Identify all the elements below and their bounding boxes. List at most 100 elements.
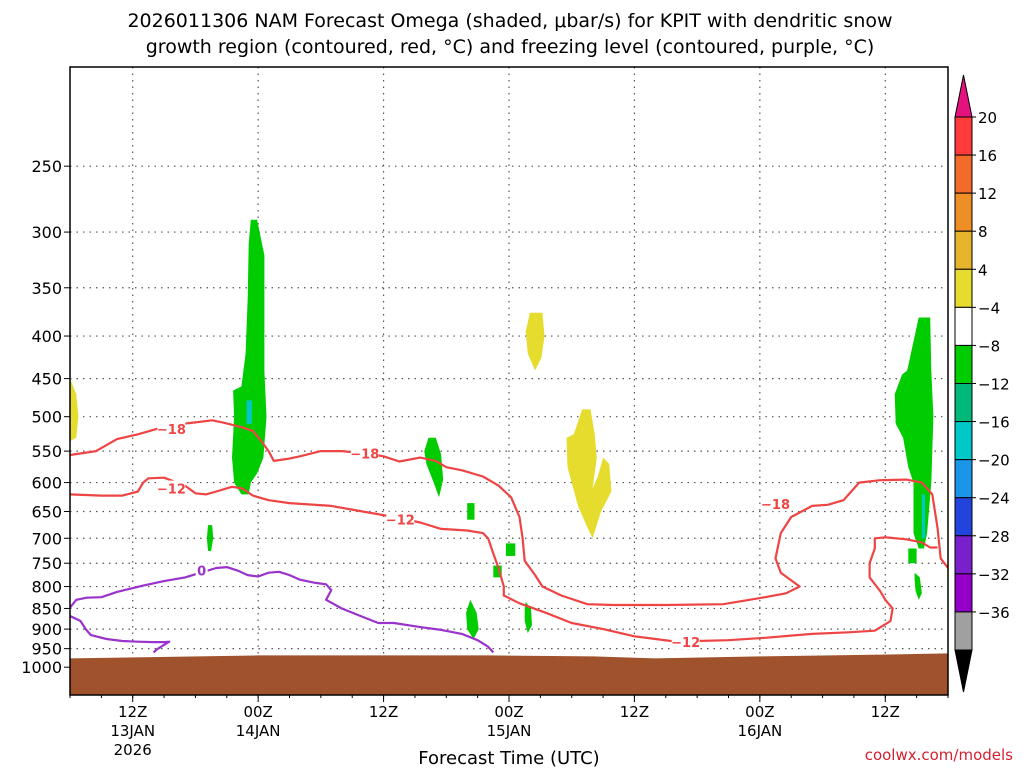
y-tick-label: 500 bbox=[31, 408, 62, 427]
omega-region bbox=[525, 312, 545, 371]
colorbar-segment bbox=[954, 459, 973, 499]
y-tick-label: 550 bbox=[31, 442, 62, 461]
colorbar-label: 12 bbox=[978, 185, 997, 203]
y-tick-label: 300 bbox=[31, 223, 62, 242]
contour-label: −12 bbox=[671, 636, 700, 651]
y-tick-label: 1000 bbox=[21, 658, 62, 677]
contour-label-bg bbox=[195, 562, 208, 578]
contour-label-bg bbox=[350, 445, 379, 461]
colorbar-label: −32 bbox=[978, 566, 1010, 584]
omega-region bbox=[246, 400, 252, 424]
colorbar: 20 16 12 8 4 −4 −8 −12 −16 −20 −24 −28 −32 −36 bbox=[954, 74, 1010, 693]
x-tick-date: 16JAN bbox=[737, 722, 782, 740]
colorbar-label: 4 bbox=[978, 261, 988, 279]
omega-region bbox=[424, 437, 444, 498]
x-tick-label: 12Z bbox=[620, 703, 649, 721]
colorbar-segment bbox=[954, 192, 973, 232]
colorbar-bottom-arrow bbox=[954, 649, 973, 693]
x-tick-label: 12Z bbox=[369, 703, 398, 721]
contour-label: 0 bbox=[197, 564, 206, 579]
x-tick-label: 00Z bbox=[494, 703, 523, 721]
contour-label: −18 bbox=[761, 498, 790, 513]
plot-area: −18 −12 −18 −12 −18 −12 0 bbox=[70, 67, 948, 695]
x-tick-label: 12Z bbox=[871, 703, 900, 721]
colorbar-segment bbox=[954, 535, 973, 575]
colorbar-segment bbox=[954, 344, 973, 384]
colorbar-top-arrow bbox=[954, 74, 973, 118]
omega-region bbox=[894, 317, 934, 549]
colorbar-label: 8 bbox=[978, 223, 988, 241]
colorbar-segment bbox=[954, 383, 973, 423]
colorbar-label: −4 bbox=[978, 299, 1000, 317]
omega-region bbox=[467, 503, 475, 520]
dgz-contour-line bbox=[70, 476, 938, 645]
colorbar-label: −8 bbox=[978, 337, 1000, 355]
colorbar-segment bbox=[954, 573, 973, 613]
y-tick-label: 800 bbox=[31, 578, 62, 597]
contour-label: −18 bbox=[350, 448, 379, 463]
y-tick-label: 750 bbox=[31, 554, 62, 573]
omega-shading bbox=[70, 219, 934, 639]
colorbar-segment bbox=[954, 421, 973, 461]
contour-label: −12 bbox=[157, 483, 186, 498]
y-tick-label: 700 bbox=[31, 529, 62, 548]
omega-region bbox=[914, 572, 922, 600]
contours bbox=[70, 419, 948, 654]
x-tick-label: 00Z bbox=[243, 703, 272, 721]
omega-region bbox=[524, 602, 532, 634]
y-tick-label: 450 bbox=[31, 370, 62, 389]
x-tick-year: 2026 bbox=[114, 741, 152, 759]
y-tick-label: 850 bbox=[31, 599, 62, 618]
chart-title-line-2: growth region (contoured, red, °C) and f… bbox=[146, 36, 875, 58]
freezing-contour-line bbox=[70, 615, 171, 654]
y-tick-label: 650 bbox=[31, 503, 62, 522]
y-tick-label: 350 bbox=[31, 279, 62, 298]
contour-label-bg bbox=[761, 496, 790, 512]
colorbar-label: −24 bbox=[978, 490, 1010, 508]
freezing-contour-line bbox=[70, 565, 495, 654]
colorbar-segment bbox=[954, 268, 973, 308]
colorbar-label: −36 bbox=[978, 604, 1010, 622]
contour-label-bg bbox=[157, 420, 186, 436]
colorbar-segment bbox=[954, 154, 973, 194]
y-tick-label: 400 bbox=[31, 327, 62, 346]
colorbar-label: −28 bbox=[978, 528, 1010, 546]
x-tick-label: 12Z bbox=[118, 703, 147, 721]
chart-title-line-1: 2026011306 NAM Forecast Omega (shaded, μ… bbox=[127, 10, 892, 32]
omega-region bbox=[566, 409, 612, 539]
colorbar-label: −16 bbox=[978, 414, 1010, 432]
colorbar-label: −20 bbox=[978, 452, 1010, 470]
omega-region bbox=[232, 219, 267, 495]
colorbar-label: −12 bbox=[978, 376, 1010, 394]
x-tick-date: 15JAN bbox=[487, 722, 532, 740]
y-tick-label: 250 bbox=[31, 157, 62, 176]
contour-label-bg bbox=[386, 511, 415, 527]
colorbar-segment bbox=[954, 306, 973, 346]
omega-region bbox=[466, 599, 479, 639]
x-axis-label: Forecast Time (UTC) bbox=[418, 748, 599, 768]
credit-text: coolwx.com/models bbox=[865, 746, 1013, 764]
ground-surface bbox=[70, 653, 948, 695]
x-tick-date: 14JAN bbox=[236, 722, 281, 740]
y-axis: 250 300 350 400 450 500 550 600 650 700 750 800 850 9… bbox=[21, 157, 70, 677]
gridlines bbox=[70, 67, 948, 695]
y-tick-label: 900 bbox=[31, 620, 62, 639]
omega-region bbox=[921, 494, 925, 539]
colorbar-segment bbox=[954, 497, 973, 537]
omega-region bbox=[908, 548, 917, 564]
dgz-contour-line bbox=[70, 419, 948, 607]
contour-label: −12 bbox=[386, 514, 415, 529]
y-tick-label: 950 bbox=[31, 640, 62, 659]
contour-label-bg bbox=[157, 480, 186, 496]
contour-label-bg bbox=[671, 634, 700, 650]
contour-labels: −18 −12 −18 −12 −18 −12 0 bbox=[157, 420, 790, 651]
y-tick-label: 600 bbox=[31, 474, 62, 493]
colorbar-segment bbox=[954, 611, 973, 651]
ground-fill bbox=[70, 653, 948, 695]
omega-region bbox=[70, 378, 79, 442]
x-tick-label: 00Z bbox=[745, 703, 774, 721]
omega-region bbox=[505, 543, 516, 556]
colorbar-label: 16 bbox=[978, 147, 997, 165]
